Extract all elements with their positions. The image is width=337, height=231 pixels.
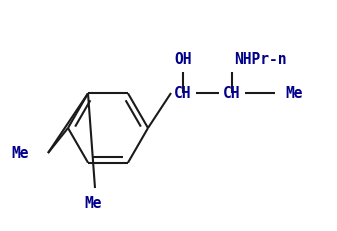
Text: Me: Me [84, 195, 102, 210]
Text: Me: Me [285, 85, 303, 100]
Text: NHPr-n: NHPr-n [234, 52, 286, 67]
Text: Me: Me [11, 146, 29, 161]
Text: OH: OH [174, 52, 192, 67]
Text: CH: CH [174, 85, 192, 100]
Text: CH: CH [223, 85, 241, 100]
